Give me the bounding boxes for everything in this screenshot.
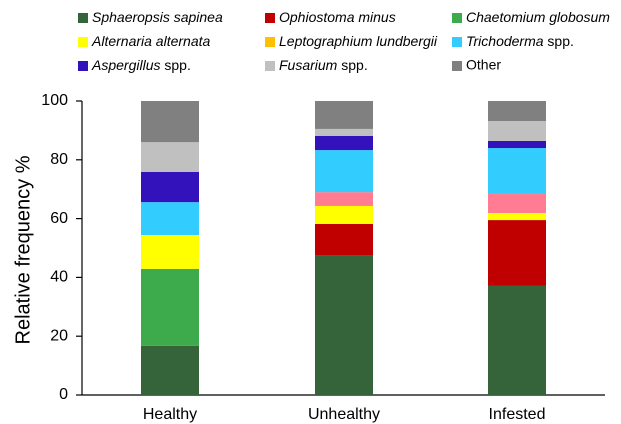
bar-segment	[488, 213, 546, 221]
y-tick-label: 80	[50, 151, 68, 168]
y-axis-label: Relative frequency %	[12, 155, 34, 344]
bar-segment	[141, 202, 199, 236]
bar-segment	[141, 345, 199, 395]
x-tick-label: Healthy	[143, 406, 197, 423]
legend-swatch	[265, 61, 275, 71]
bar-segment	[488, 140, 546, 149]
y-tick-label: 60	[50, 210, 68, 227]
legend-swatch	[78, 61, 88, 71]
bar-segment	[315, 135, 373, 151]
legend-label: Sphaeropsis sapinea	[92, 9, 223, 25]
legend-label: Other	[466, 57, 501, 73]
legend-label: Ophiostoma minus	[279, 9, 396, 25]
legend-swatch	[265, 13, 275, 23]
bar-segment	[488, 220, 546, 286]
y-tick-label: 40	[50, 269, 68, 286]
bar-segment	[488, 193, 546, 214]
bar-segment	[315, 205, 373, 224]
legend-label: Fusarium spp.	[279, 57, 368, 73]
bar-segment	[141, 101, 199, 143]
legend-swatch	[452, 61, 462, 71]
legend-label: Leptographium lundbergii	[279, 33, 438, 49]
bar-segment	[315, 255, 373, 395]
legend-label: Alternaria alternata	[91, 33, 211, 49]
bar-segment	[315, 223, 373, 256]
y-tick-label: 100	[41, 92, 68, 109]
legend-swatch	[78, 13, 88, 23]
legend-label: Chaetomium globosum	[466, 9, 610, 25]
bar-segment	[315, 150, 373, 193]
x-tick-label: Infested	[489, 406, 546, 423]
bar-segment	[141, 235, 199, 269]
bar-segment	[488, 101, 546, 121]
bar-segment	[315, 128, 373, 136]
bar-segment	[488, 148, 546, 194]
legend-swatch	[265, 37, 275, 47]
bar-segment	[488, 285, 546, 395]
bar-segment	[315, 101, 373, 129]
x-tick-label: Unhealthy	[308, 406, 380, 423]
bar-segment	[315, 192, 373, 206]
bar-segment	[141, 268, 199, 346]
y-tick-label: 0	[59, 386, 68, 403]
bar-segment	[488, 120, 546, 141]
legend-swatch	[452, 13, 462, 23]
bar-segment	[141, 171, 199, 203]
legend-swatch	[78, 37, 88, 47]
legend-label: Trichoderma spp.	[466, 33, 574, 49]
y-tick-label: 20	[50, 327, 68, 344]
legend-swatch	[452, 37, 462, 47]
legend-label: Aspergillus spp.	[91, 57, 191, 73]
bar-segment	[141, 142, 199, 172]
